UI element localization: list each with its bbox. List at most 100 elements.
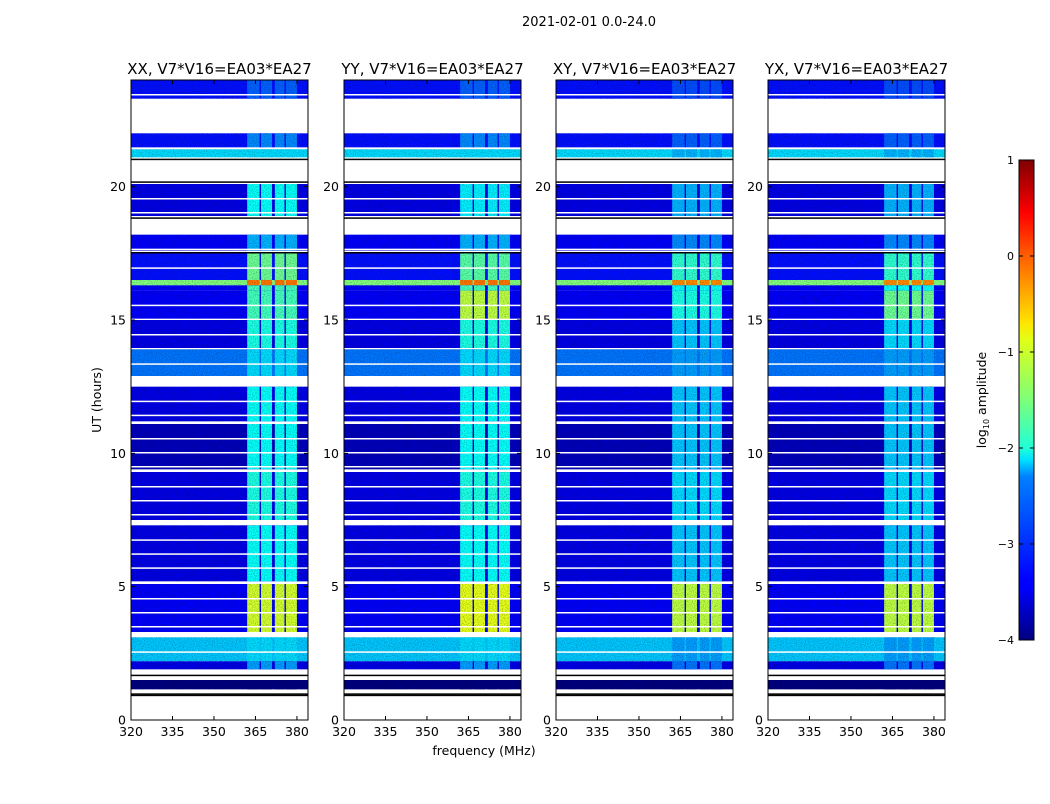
flagged-row-line [556,693,733,695]
flagged-row [768,334,945,336]
x-axis-label: frequency (MHz) [432,743,535,758]
y-tick-label: 10 [747,446,763,461]
x-tick-label: 350 [415,724,439,739]
flagged-row [131,348,308,350]
colorbar-tick-label: −3 [998,538,1014,551]
flagged-row [344,267,521,269]
flagged-row [131,612,308,614]
flagged-row [131,267,308,269]
heatmap-speckle [344,661,521,670]
heatmap-speckle [556,80,733,99]
x-tick-label: 380 [710,724,734,739]
flagged-row [556,304,733,307]
y-tick-label: 0 [331,713,339,728]
flagged-row [768,514,945,516]
y-tick-label: 10 [110,446,126,461]
flagged-row [556,94,733,96]
x-tick-label: 380 [498,724,522,739]
heatmap-speckle [344,637,521,662]
flagged-row [131,414,308,417]
flagged-row [556,612,733,614]
flagged-row-line [768,252,945,254]
flagged-row [131,651,308,653]
flagged-row [768,438,945,440]
flagged-row [344,539,521,541]
heatmap-speckle [768,584,945,632]
flagged-row [556,147,733,149]
colorbar-label: log10 amplitude [974,351,991,448]
heatmap-speckle [556,584,733,632]
heatmap-speckle [768,133,945,148]
x-tick-label: 350 [202,724,226,739]
x-tick-label: 380 [922,724,946,739]
flagged-row [556,348,733,350]
plot-frame [555,79,734,721]
flagged-row [344,147,521,149]
flagged-row [768,500,945,502]
colorbar-tick-label: −2 [998,442,1014,455]
flagged-row [131,318,308,321]
flagged-row [344,198,521,200]
flagged-row [344,248,521,251]
flagged-row [344,452,521,454]
heatmap-speckle [344,149,521,158]
flagged-row [768,267,945,269]
heatmap-speckle [768,472,945,520]
flagged-row [556,553,733,555]
heatmap-speckle [344,184,521,216]
flagged-row-line [556,217,733,219]
flagged-row [131,567,308,569]
heatmap-speckle [556,680,733,690]
flagged-row [556,539,733,541]
heatmap-speckle [131,661,308,670]
flagged-row [131,486,308,488]
x-tick-label: 365 [881,724,905,739]
flagged-row [556,567,733,569]
y-tick-label: 5 [543,579,551,594]
heatmap-speckle [556,280,733,286]
flagged-row [556,363,733,365]
flagged-row-line [131,694,308,697]
flagged-row [768,539,945,541]
plot-frame [130,79,309,721]
flagged-row [344,334,521,336]
flagged-row-line [131,674,308,677]
flagged-row [131,539,308,541]
flagged-row [131,198,308,200]
colorbar-gradient [1018,159,1035,641]
flagged-row [768,651,945,653]
flagged-row [131,212,308,214]
flagged-row [344,626,521,628]
colorbar: log10 amplitude 1 0 −1 −2 −3 −4 [974,154,1035,647]
flagged-row [344,598,521,600]
heatmap-speckle [131,280,308,286]
flagged-row-line [131,217,308,219]
flagged-row [131,363,308,365]
flagged-row [556,626,733,628]
flagged-row [768,318,945,321]
flagged-row [556,438,733,440]
flagged-row [131,626,308,628]
heatmap-speckle [768,680,945,690]
flagged-row-line [131,252,308,254]
heatmap-speckle [768,349,945,376]
heatmap-speckle [344,680,521,690]
x-tick-label: 320 [332,724,356,739]
heatmap-speckle [556,424,733,470]
plot-frame [767,79,946,721]
colorbar-tick-label: −1 [998,346,1014,359]
heatmap-speckle [556,253,733,280]
flagged-row-line [768,674,945,677]
flagged-row-line [344,217,521,219]
heatmap-speckle [344,280,521,286]
flagged-row [556,212,733,214]
heatmap-speckle [768,149,945,158]
heatmap-speckle [131,80,308,99]
heatmap-speckle [131,584,308,632]
flagged-row [344,553,521,555]
heatmap-speckle [131,637,308,662]
flagged-row [344,500,521,502]
heatmap-speckle [556,184,733,216]
flagged-row [344,304,521,307]
heatmap-speckle [556,637,733,662]
